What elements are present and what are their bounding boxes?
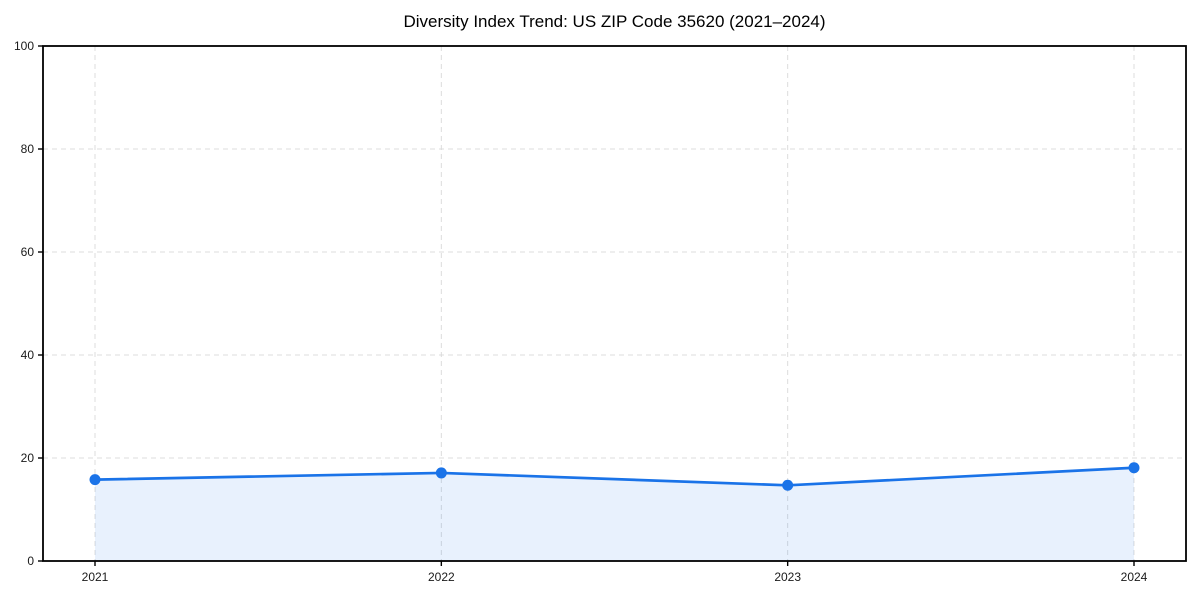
y-tick-label: 20	[21, 451, 35, 465]
y-tick-label: 100	[14, 39, 34, 53]
x-tick-label: 2023	[774, 570, 801, 584]
series-line	[93, 466, 1136, 487]
y-tick-label: 60	[21, 245, 35, 259]
y-tick-label: 0	[27, 554, 34, 568]
plot-frame	[42, 45, 1187, 562]
data-point	[435, 467, 447, 479]
x-tick-label: 2021	[82, 570, 109, 584]
x-tick-label: 2022	[428, 570, 455, 584]
y-tick-label: 40	[21, 348, 35, 362]
x-tick-label: 2024	[1121, 570, 1148, 584]
y-tick-label: 80	[21, 142, 35, 156]
data-point	[89, 474, 101, 486]
data-point	[1128, 462, 1140, 474]
area-fill	[95, 467, 1134, 561]
chart-title: Diversity Index Trend: US ZIP Code 35620…	[403, 12, 826, 31]
data-point	[782, 479, 794, 491]
